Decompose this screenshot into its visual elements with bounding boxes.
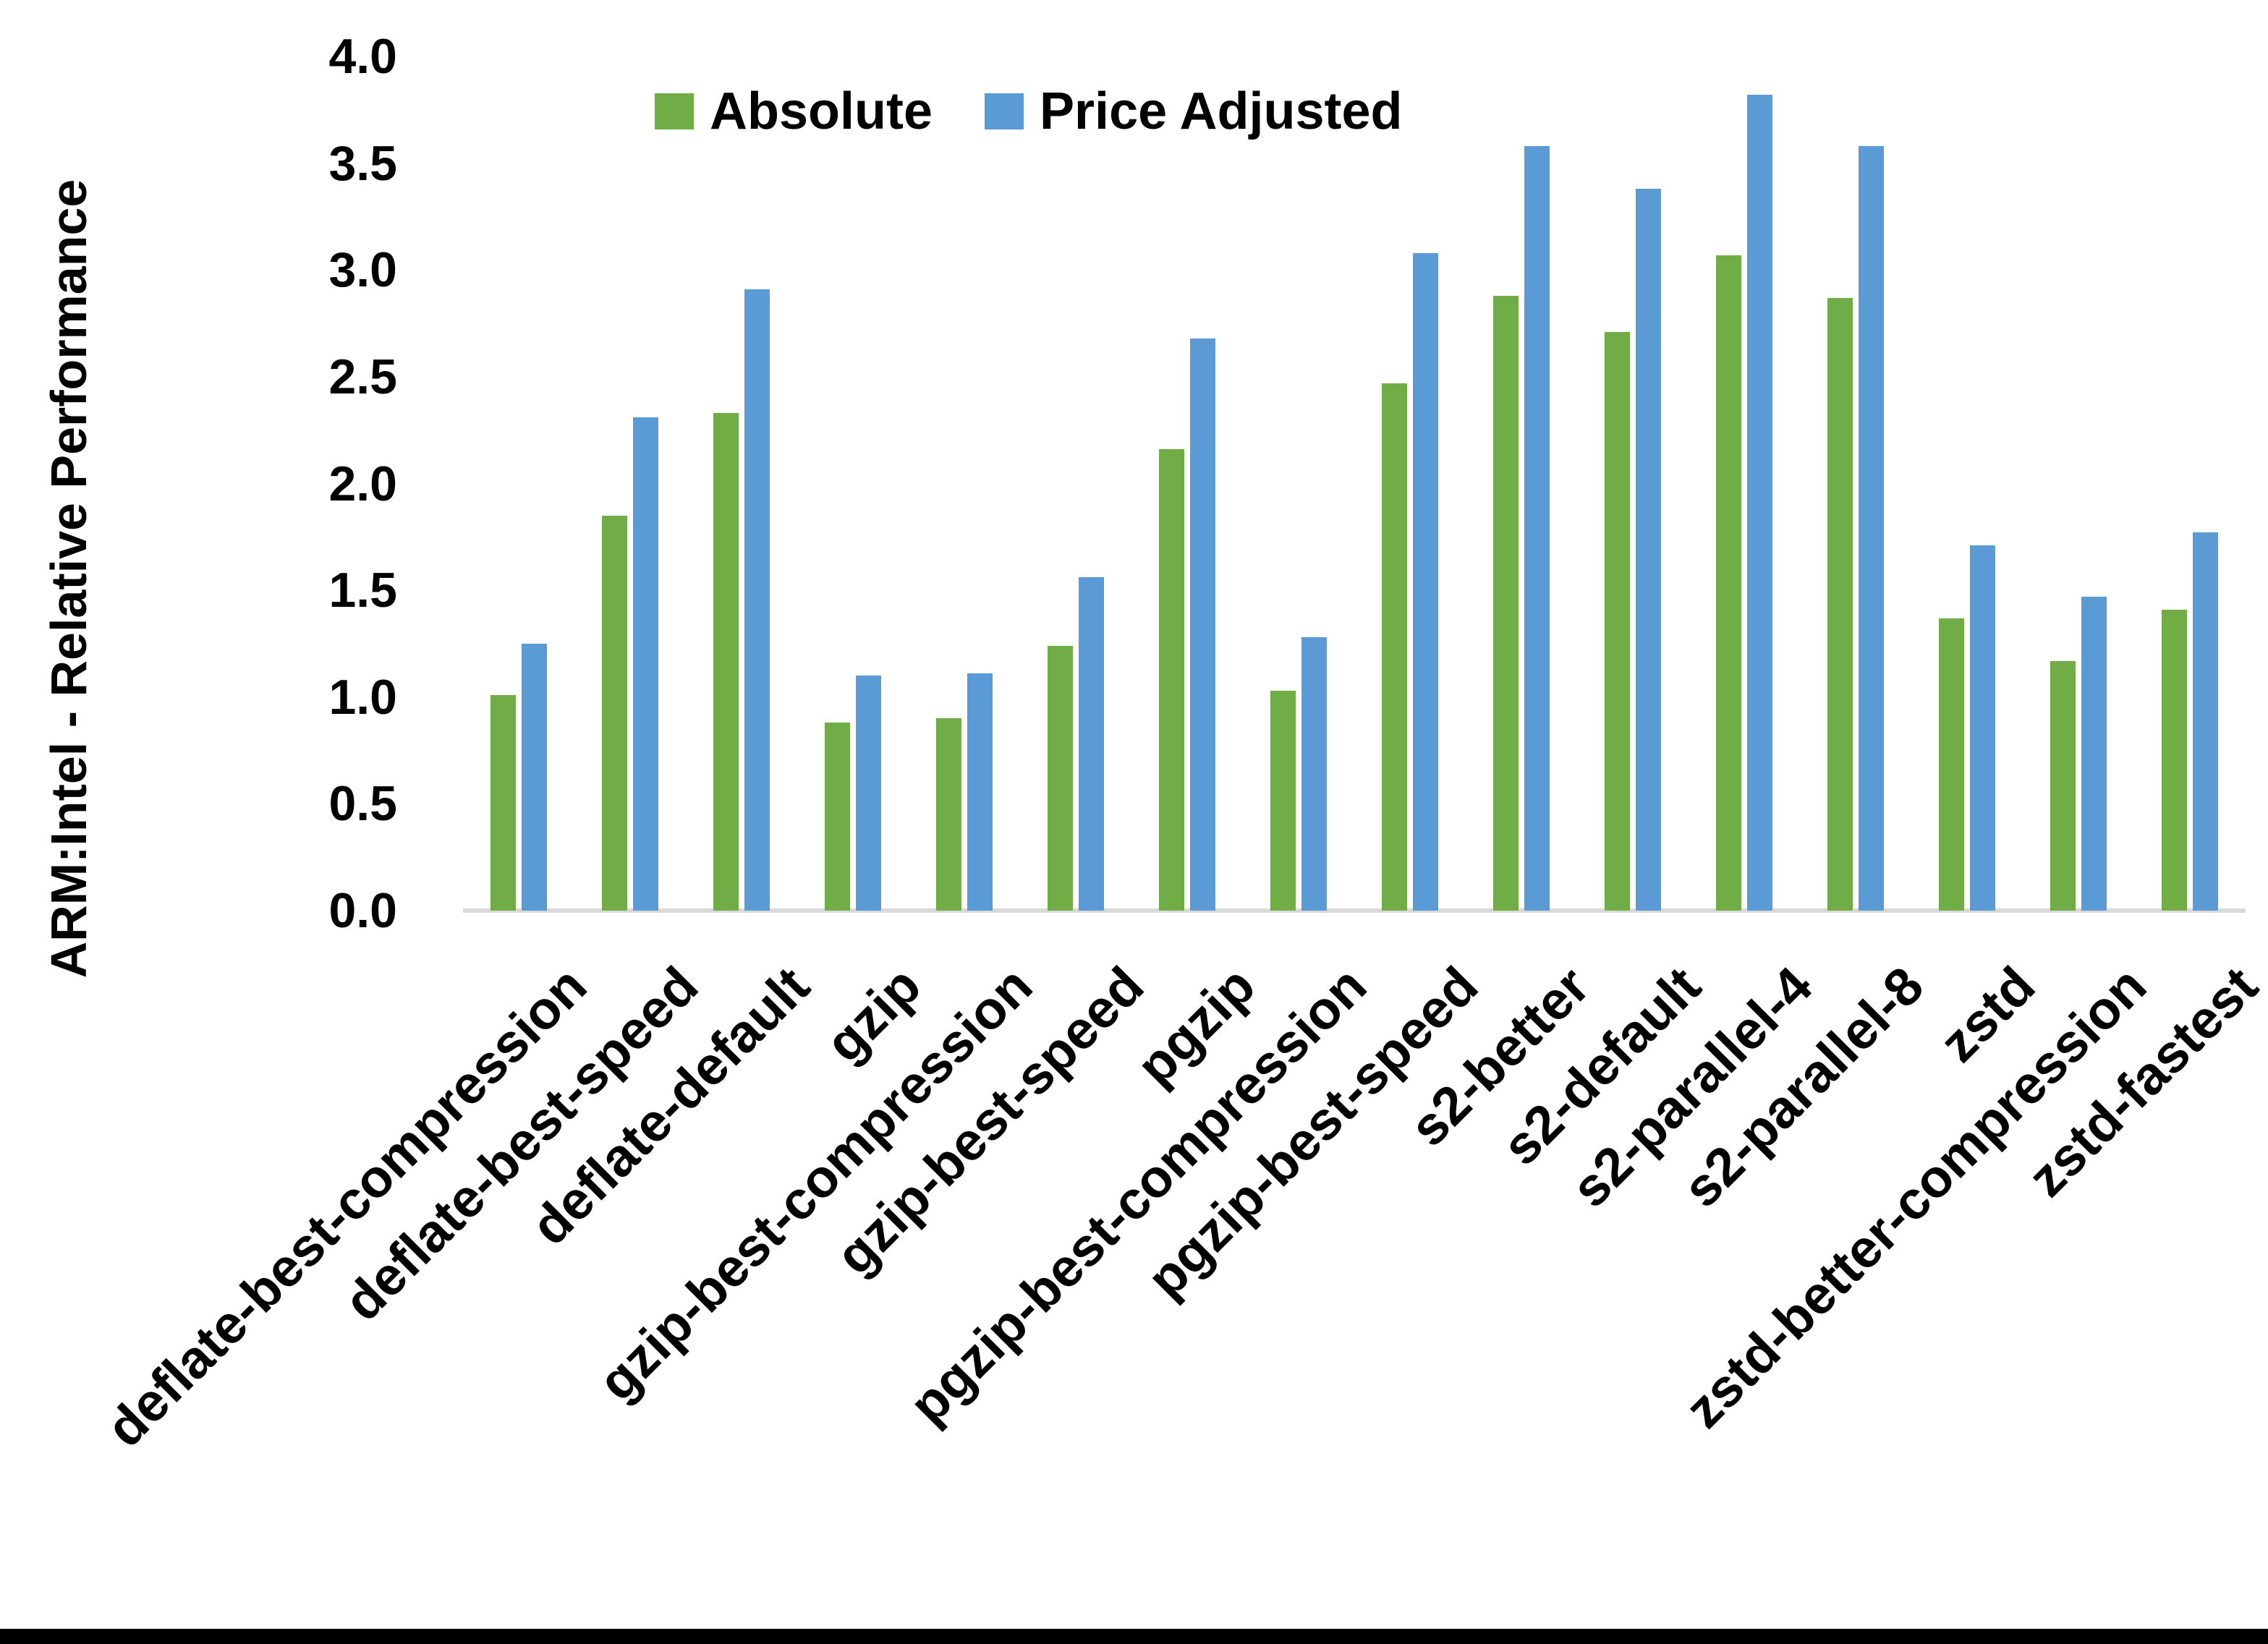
bar-absolute [1270, 691, 1296, 911]
bar-absolute [936, 718, 961, 911]
legend-label-absolute: Absolute [710, 82, 933, 140]
y-axis-title: ARM:Intel - Relative Performance [41, 179, 97, 979]
bar-price-adjusted [744, 289, 770, 911]
bar-absolute [1827, 298, 1853, 911]
bar-price-adjusted [1301, 637, 1327, 911]
bar-price-adjusted [1079, 577, 1104, 911]
y-tick-label: 1.0 [328, 669, 397, 725]
bar-absolute [2162, 610, 2187, 911]
bar-price-adjusted [967, 673, 993, 911]
bar-price-adjusted [1524, 146, 1550, 911]
bar-absolute [1716, 255, 1741, 911]
y-tick-label: 1.5 [328, 563, 397, 618]
bottom-border [0, 1629, 2268, 1644]
y-tick-label: 2.0 [328, 456, 397, 511]
y-tick-label: 0.0 [328, 883, 397, 938]
bar-absolute [825, 723, 850, 911]
bar-absolute [602, 516, 627, 911]
bar-absolute [1048, 646, 1073, 911]
legend-swatch-price-adjusted-icon [985, 93, 1024, 129]
bar-price-adjusted [2193, 532, 2218, 911]
legend-swatch-absolute-icon [655, 93, 694, 129]
bar-price-adjusted [522, 644, 547, 911]
y-tick-label: 3.5 [328, 135, 397, 191]
bar-absolute [490, 695, 516, 911]
bar-price-adjusted [1747, 95, 1772, 911]
x-axis-line [463, 908, 2246, 913]
bar-absolute [1159, 449, 1184, 911]
y-tick-label: 3.0 [328, 242, 397, 298]
bar-price-adjusted [1190, 338, 1215, 911]
bar-price-adjusted [2081, 597, 2107, 911]
bar-price-adjusted [633, 417, 658, 911]
bar-price-adjusted [1970, 545, 1995, 911]
bar-price-adjusted [856, 676, 881, 911]
bar-price-adjusted [1859, 146, 1884, 911]
y-tick-label: 0.5 [328, 776, 397, 832]
legend-item-price-adjusted: Price Adjusted [985, 85, 1402, 137]
bar-absolute [2050, 661, 2076, 911]
bar-absolute [1382, 383, 1407, 911]
bar-absolute [713, 413, 739, 911]
bar-absolute [1605, 332, 1630, 911]
x-axis-label: deflate-best-compression [94, 955, 598, 1459]
bar-absolute [1939, 618, 1964, 911]
bar-price-adjusted [1636, 189, 1661, 911]
bar-price-adjusted [1413, 253, 1438, 911]
legend: Absolute Price Adjusted [655, 85, 1402, 137]
bar-absolute [1493, 296, 1519, 911]
legend-item-absolute: Absolute [655, 85, 933, 137]
y-tick-label: 2.5 [328, 349, 397, 404]
legend-label-price-adjusted: Price Adjusted [1040, 82, 1403, 140]
y-tick-label: 4.0 [328, 29, 397, 84]
